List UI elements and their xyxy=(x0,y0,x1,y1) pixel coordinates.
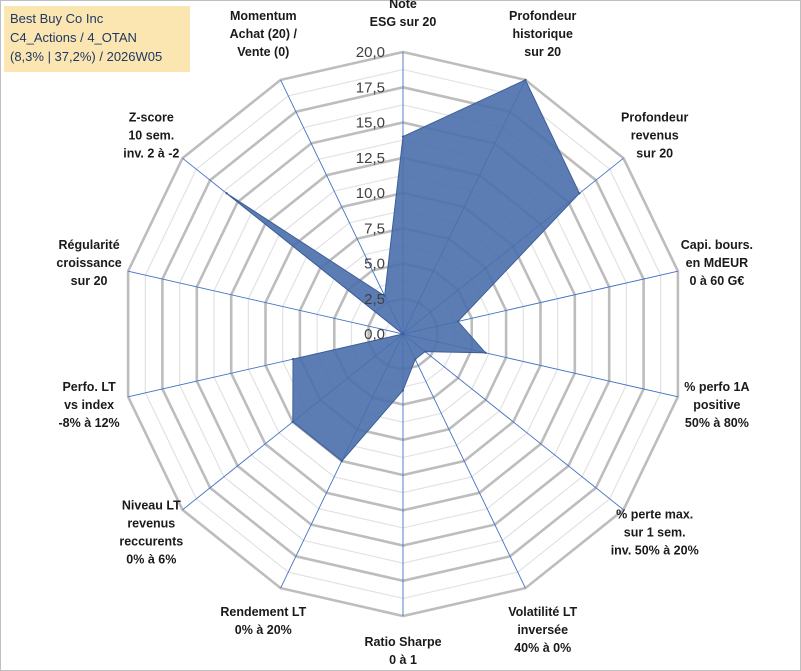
axis-spoke xyxy=(402,333,624,511)
axis-spoke xyxy=(402,333,526,589)
axis-label-line: historique xyxy=(512,27,572,41)
tick-label: 0,0 xyxy=(364,326,385,343)
axis-spoke xyxy=(280,79,404,335)
performance-summary: (8,3% | 37,2%) / 2026W05 xyxy=(10,49,163,64)
data-point xyxy=(225,192,228,195)
data-point xyxy=(423,350,427,353)
axis-label-line: Niveau LT xyxy=(122,498,181,512)
data-point xyxy=(524,78,527,82)
axis-label-line: vs index xyxy=(64,398,114,412)
axis-label-line: inv. 50% à 20% xyxy=(611,543,699,557)
data-point xyxy=(578,192,581,195)
axis-label: Ratio Sharpe 0 à 1 xyxy=(364,635,441,667)
data-point xyxy=(401,135,405,138)
axis-label: Profondeur historique sur 20 xyxy=(509,9,576,59)
axis-label-line: 0% à 20% xyxy=(235,623,292,637)
axis-label-line: Momentum xyxy=(230,9,297,23)
axis-label-line: sur 1 sem. xyxy=(624,525,686,539)
axis-label-line: inversée xyxy=(517,623,568,637)
company-name: Best Buy Co Inc xyxy=(10,11,104,26)
axis-label: Z-score 10 sem. inv. 2 à -2 xyxy=(123,111,179,161)
axis-label: Profondeur revenus sur 20 xyxy=(621,111,688,161)
axis-label-line: Achat (20) / xyxy=(230,27,298,41)
radar-series xyxy=(225,78,581,463)
axis-label-line: Vente (0) xyxy=(237,45,289,59)
axis-label-line: Régularité xyxy=(59,238,120,252)
tick-label: 20,0 xyxy=(356,44,385,61)
data-point xyxy=(401,389,405,392)
axis-label-line: croissance xyxy=(56,256,121,270)
axis-label-line: Perfo. LT xyxy=(62,380,116,394)
axis-label-line: 10 sem. xyxy=(128,129,174,143)
data-point xyxy=(383,294,386,298)
axis-label-line: Capi. bours. xyxy=(681,238,753,252)
axis-label: Volatilité LT inversée 40% à 0% xyxy=(508,605,577,655)
axis-label-line: Profondeur xyxy=(509,9,576,23)
axis-label: Capi. bours. en MdEUR 0 à 60 G€ xyxy=(681,238,753,288)
axis-label-line: inv. 2 à -2 xyxy=(123,147,179,161)
tick-label: 17,5 xyxy=(356,79,385,96)
axis-label-line: ESG sur 20 xyxy=(370,15,437,29)
tick-label: 12,5 xyxy=(356,150,385,167)
axis-label-line: positive xyxy=(693,398,740,412)
axis-labels: Note ESG sur 20 Profondeur historique sur 20… xyxy=(56,0,753,667)
axis-label: Momentum Achat (20) / Vente (0) xyxy=(230,9,298,59)
axis-label: % perfo 1A positive 50% à 80% xyxy=(684,380,749,430)
tick-label: 10,0 xyxy=(356,185,385,202)
axis-label-line: Note xyxy=(389,0,417,11)
axis-label-line: sur 20 xyxy=(636,147,673,161)
axis-label-line: Rendement LT xyxy=(220,605,306,619)
axis-label-line: sur 20 xyxy=(524,45,561,59)
axis-label-line: 0% à 6% xyxy=(126,552,176,566)
axis-label-line: Profondeur xyxy=(621,111,688,125)
data-point xyxy=(291,420,294,424)
data-point xyxy=(456,320,460,323)
data-point xyxy=(401,332,405,336)
axis-label: Perfo. LT vs index -8% à 12% xyxy=(59,380,120,430)
axis-label: Rendement LT 0% à 20% xyxy=(220,605,306,637)
tick-label: 5,0 xyxy=(364,256,385,273)
axis-label: Régularité croissance sur 20 xyxy=(56,238,121,288)
axis-label-line: 40% à 0% xyxy=(514,641,571,655)
axis-label-line: 50% à 80% xyxy=(685,416,749,430)
axis-label-line: Z-score xyxy=(129,111,174,125)
axis-label: Note ESG sur 20 xyxy=(370,0,437,29)
tick-label: 7,5 xyxy=(364,220,385,237)
tick-label: 15,0 xyxy=(356,115,385,132)
axis-label-line: % perte max. xyxy=(616,507,693,521)
data-point xyxy=(484,351,487,354)
axis-label-line: -8% à 12% xyxy=(59,416,120,430)
axis-spoke xyxy=(127,270,404,335)
axis-label-line: sur 20 xyxy=(71,274,108,288)
axis-label-line: en MdEUR xyxy=(686,256,749,270)
data-point xyxy=(291,357,295,361)
axis-label-line: 0 à 1 xyxy=(389,653,417,667)
axis-label-line: revenus xyxy=(631,129,679,143)
data-point xyxy=(414,358,417,361)
axis-label-line: 0 à 60 G€ xyxy=(689,274,744,288)
classification-label: C4_Actions / 4_OTAN xyxy=(10,30,137,45)
axis-label: Niveau LT revenus reccurents 0% à 6% xyxy=(119,498,183,566)
chart-title-box: Best Buy Co Inc C4_Actions / 4_OTAN (8,3… xyxy=(4,6,190,72)
axis-label-line: % perfo 1A xyxy=(684,380,749,394)
axis-label-line: revenus xyxy=(127,516,175,530)
axis-label-line: Volatilité LT xyxy=(508,605,577,619)
axis-label: % perte max. sur 1 sem. inv. 50% à 20% xyxy=(611,507,699,557)
axis-label-line: reccurents xyxy=(119,534,183,548)
axis-label-line: Ratio Sharpe xyxy=(364,635,441,649)
data-point xyxy=(340,459,343,463)
radial-tick-labels: 0,0 2,5 5,0 7,5 10,0 12,5 15,0 17,5 20,0 xyxy=(356,44,385,343)
tick-label: 2,5 xyxy=(364,291,385,308)
